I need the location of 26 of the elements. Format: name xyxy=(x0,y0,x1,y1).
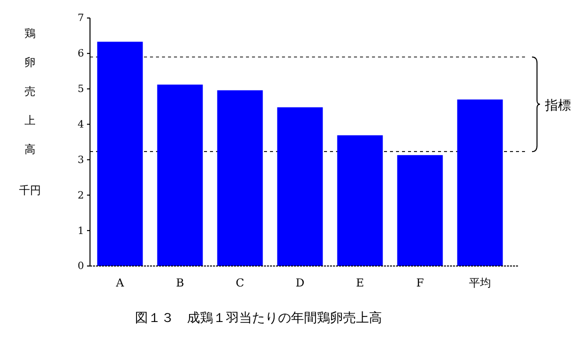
y-tick-label: 0 xyxy=(78,261,84,272)
bar xyxy=(397,155,443,266)
text: 図１３ 成鶏１羽当たりの年間鶏卵売上高 xyxy=(135,310,382,326)
y-tick-label: 2 xyxy=(78,190,84,202)
x-tick-label: E xyxy=(356,276,364,290)
text: 千円 xyxy=(19,184,41,197)
x-tick-label: A xyxy=(115,276,126,290)
x-tick-label: D xyxy=(296,276,305,290)
x-tick-label: 平均 xyxy=(469,276,491,290)
x-tick-label: B xyxy=(176,276,184,290)
bar xyxy=(97,42,143,266)
text: 鶏卵売上高 xyxy=(24,27,36,156)
y-tick-label: 1 xyxy=(78,226,84,237)
bar xyxy=(337,135,383,266)
y-tick-label: 7 xyxy=(78,13,84,24)
bar xyxy=(277,107,323,266)
bar xyxy=(457,99,503,266)
bar xyxy=(157,84,203,266)
text: 指標 xyxy=(544,98,571,114)
y-tick-label: 5 xyxy=(78,84,84,96)
y-tick-label: 3 xyxy=(78,154,84,166)
y-tick-label: 6 xyxy=(78,48,84,60)
y-tick-label: 4 xyxy=(78,119,84,130)
x-tick-label: C xyxy=(236,276,244,290)
x-tick-label: F xyxy=(416,276,424,290)
bar xyxy=(217,90,263,266)
